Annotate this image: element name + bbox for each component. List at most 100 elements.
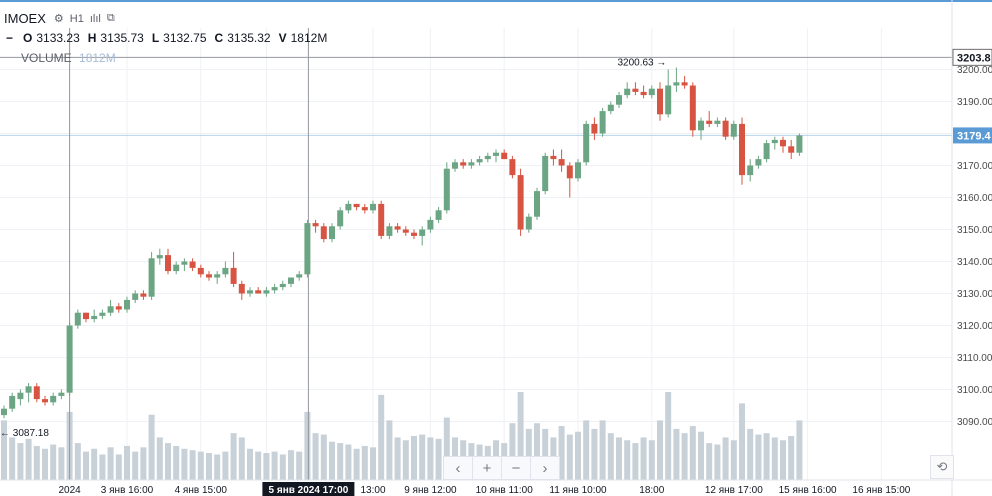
- candle-body[interactable]: [279, 283, 286, 288]
- gear-icon[interactable]: ⚙: [53, 13, 64, 25]
- candle-body[interactable]: [50, 395, 57, 403]
- candle-body[interactable]: [550, 155, 557, 160]
- candle-body[interactable]: [575, 162, 581, 179]
- candle-body[interactable]: [25, 386, 32, 393]
- candle-body[interactable]: [484, 155, 491, 160]
- candle-body[interactable]: [542, 155, 549, 192]
- candle-body[interactable]: [378, 203, 385, 236]
- candle-body[interactable]: [747, 165, 754, 176]
- candle-body[interactable]: [517, 175, 524, 230]
- candle-body[interactable]: [132, 293, 139, 300]
- candle-body[interactable]: [263, 290, 270, 294]
- candle-body[interactable]: [312, 223, 319, 227]
- candle-body[interactable]: [214, 274, 221, 278]
- candle-body[interactable]: [739, 123, 745, 176]
- candle-body[interactable]: [796, 135, 803, 153]
- candle-body[interactable]: [755, 159, 762, 166]
- candle-body[interactable]: [509, 159, 516, 176]
- candle-body[interactable]: [443, 168, 450, 211]
- candle-body[interactable]: [148, 258, 155, 297]
- candle-body[interactable]: [452, 162, 458, 169]
- candle-body[interactable]: [206, 274, 212, 278]
- candle-body[interactable]: [394, 226, 401, 230]
- candle-body[interactable]: [771, 139, 778, 144]
- candle-body[interactable]: [788, 146, 795, 153]
- candle-body[interactable]: [411, 232, 417, 236]
- candle-body[interactable]: [329, 226, 335, 240]
- candle-body[interactable]: [165, 255, 171, 272]
- candle-body[interactable]: [648, 88, 655, 96]
- candle-body[interactable]: [296, 274, 303, 278]
- zoom-out-button[interactable]: −: [502, 457, 531, 479]
- candle-body[interactable]: [345, 203, 352, 211]
- scroll-left-button[interactable]: ‹: [444, 457, 473, 479]
- compare-icon[interactable]: ⧉: [106, 12, 115, 24]
- candle-body[interactable]: [665, 85, 672, 115]
- candle-body[interactable]: [238, 283, 245, 294]
- bars-icon[interactable]: ılıl: [89, 12, 101, 25]
- candle-body[interactable]: [607, 104, 614, 112]
- candle-body[interactable]: [599, 111, 606, 134]
- collapse-icon[interactable]: −: [6, 30, 14, 45]
- candle-body[interactable]: [722, 120, 729, 137]
- candle-body[interactable]: [181, 261, 188, 265]
- candle-body[interactable]: [706, 120, 713, 124]
- candle-body[interactable]: [337, 210, 344, 227]
- candle-body[interactable]: [616, 95, 622, 105]
- candle-body[interactable]: [33, 386, 40, 400]
- candle-body[interactable]: [197, 267, 204, 275]
- candle-body[interactable]: [353, 203, 360, 208]
- candle-body[interactable]: [173, 264, 180, 272]
- candle-body[interactable]: [493, 152, 499, 156]
- reset-chart-button[interactable]: ⟲: [930, 455, 954, 479]
- candle-body[interactable]: [657, 88, 663, 115]
- candle-body[interactable]: [780, 139, 786, 147]
- candle-body[interactable]: [247, 290, 253, 294]
- candle-body[interactable]: [558, 159, 565, 166]
- candle-body[interactable]: [288, 277, 294, 284]
- candle-body[interactable]: [320, 226, 327, 240]
- volume-legend[interactable]: VOLUME 1812M: [21, 51, 116, 65]
- candle-body[interactable]: [501, 152, 508, 160]
- interval-label[interactable]: H1: [69, 12, 84, 25]
- candle-body[interactable]: [74, 312, 81, 326]
- candle-body[interactable]: [763, 143, 770, 160]
- candle-body[interactable]: [624, 88, 631, 96]
- candle-body[interactable]: [83, 312, 89, 320]
- candle-body[interactable]: [591, 123, 598, 134]
- candle-body[interactable]: [222, 267, 229, 275]
- candle-body[interactable]: [361, 207, 368, 211]
- candle-body[interactable]: [460, 162, 467, 166]
- zoom-in-button[interactable]: +: [473, 457, 502, 479]
- candle-body[interactable]: [140, 293, 147, 297]
- scroll-right-button[interactable]: ›: [542, 459, 548, 477]
- candle-body[interactable]: [435, 210, 442, 220]
- candle-body[interactable]: [255, 290, 262, 294]
- candle-body[interactable]: [427, 219, 434, 230]
- candle-body[interactable]: [304, 223, 311, 275]
- candle-body[interactable]: [714, 120, 721, 124]
- candle-body[interactable]: [42, 399, 48, 403]
- candle-body[interactable]: [156, 255, 163, 259]
- candle-body[interactable]: [17, 392, 24, 400]
- candle-body[interactable]: [468, 162, 475, 166]
- candle-body[interactable]: [689, 85, 696, 131]
- candle-body[interactable]: [1, 408, 7, 416]
- candle-body[interactable]: [9, 395, 16, 409]
- candle-body[interactable]: [419, 229, 426, 236]
- candle-body[interactable]: [583, 123, 590, 163]
- candle-body[interactable]: [632, 88, 639, 92]
- candle-body[interactable]: [124, 299, 130, 310]
- candle-body[interactable]: [370, 203, 376, 211]
- candle-body[interactable]: [698, 120, 704, 131]
- candle-body[interactable]: [271, 287, 278, 291]
- candle-body[interactable]: [730, 123, 737, 137]
- candle-body[interactable]: [534, 191, 540, 217]
- candle-body[interactable]: [189, 261, 196, 268]
- candle-body[interactable]: [230, 267, 237, 284]
- symbol-name[interactable]: IMOEX: [4, 11, 46, 26]
- candle-body[interactable]: [66, 325, 73, 393]
- candle-body[interactable]: [566, 165, 573, 179]
- candle-body[interactable]: [673, 82, 680, 86]
